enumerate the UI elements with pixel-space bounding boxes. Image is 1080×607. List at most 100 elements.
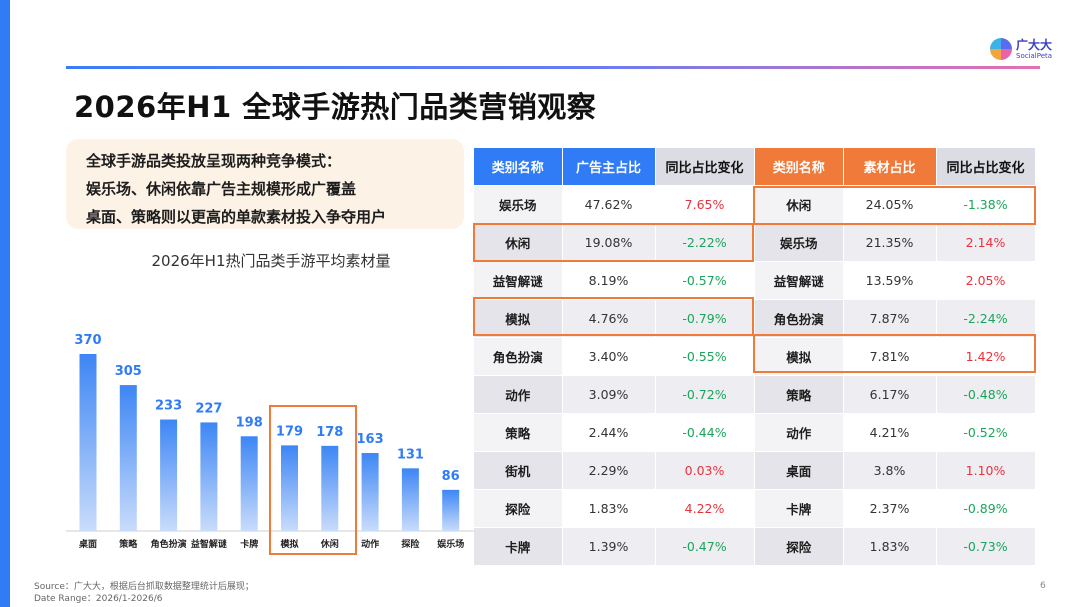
x-tick-label: 动作 <box>361 538 379 550</box>
table-row: 模拟 4.76% -0.79% <box>474 299 755 338</box>
share-cell: 2.29% <box>562 451 656 490</box>
change-cell: 1.10% <box>936 451 1036 490</box>
change-cell: 4.22% <box>655 489 755 528</box>
x-tick-label: 卡牌 <box>240 538 258 550</box>
change-cell: 1.42% <box>936 337 1036 376</box>
table-header-cell: 同比占比变化 <box>655 148 755 186</box>
share-cell: 2.44% <box>562 413 656 452</box>
page-number: 6 <box>1040 581 1046 591</box>
bar-value-label: 86 <box>442 469 460 484</box>
category-cell: 角色扮演 <box>474 337 563 376</box>
table-row: 休闲 19.08% -2.22% <box>474 223 755 262</box>
date-range-note: Date Range：2026/1-2026/6 <box>34 594 163 604</box>
change-cell: -0.89% <box>936 489 1036 528</box>
share-cell: 13.59% <box>843 261 937 300</box>
brand-name-en: SocialPeta <box>1016 51 1053 60</box>
bar-5 <box>281 445 298 531</box>
bar-value-label: 198 <box>236 415 263 430</box>
table-header-cell: 类别名称 <box>755 148 844 186</box>
bar-9 <box>442 489 460 531</box>
share-cell: 3.40% <box>562 337 656 376</box>
bar-2 <box>160 419 178 531</box>
category-cell: 卡牌 <box>755 489 844 528</box>
table-row: 策略 6.17% -0.48% <box>755 375 1036 414</box>
table-row: 桌面 3.8% 1.10% <box>755 451 1036 490</box>
share-cell: 2.37% <box>843 489 937 528</box>
change-cell: -0.72% <box>655 375 755 414</box>
bar-0 <box>79 354 97 531</box>
share-cell: 7.81% <box>843 337 937 376</box>
change-cell: 7.65% <box>655 185 755 224</box>
x-tick-label: 策略 <box>118 538 138 550</box>
callout-line: 桌面、策略则以更高的单款素材投入争夺用户 <box>86 208 387 226</box>
x-tick-label: 角色扮演 <box>151 538 187 550</box>
callout-line: 娱乐场、休闲依靠广告主规模形成广覆盖 <box>86 180 357 198</box>
table-header-cell: 广告主占比 <box>562 148 656 186</box>
category-cell: 休闲 <box>474 223 563 262</box>
bar-value-label: 131 <box>397 447 424 462</box>
category-cell: 策略 <box>755 375 844 414</box>
brand-name-cn: 广大大 <box>1016 37 1053 52</box>
table-row: 卡牌 2.37% -0.89% <box>755 489 1036 528</box>
table-row: 角色扮演 3.40% -0.55% <box>474 337 755 376</box>
change-cell: -0.44% <box>655 413 755 452</box>
category-cell: 娱乐场 <box>474 185 563 224</box>
x-tick-label: 益智解谜 <box>191 538 228 550</box>
change-cell: -0.73% <box>936 527 1036 565</box>
socialpeta-logo-icon <box>990 38 1012 60</box>
page-title: 2026年H1 全球手游热门品类营销观察 <box>74 90 597 124</box>
share-cell: 3.09% <box>562 375 656 414</box>
change-cell: 2.14% <box>936 223 1036 262</box>
category-cell: 模拟 <box>755 337 844 376</box>
bar-6 <box>321 445 339 531</box>
table-row: 娱乐场 21.35% 2.14% <box>755 223 1036 262</box>
change-cell: -0.55% <box>655 337 755 376</box>
x-tick-label: 桌面 <box>79 538 97 550</box>
table-row: 益智解谜 13.59% 2.05% <box>755 261 1036 300</box>
avg-creatives-bar-chart: 370 桌面 305 策略 233 角色扮演 227 益智解谜 198 卡牌 179 模拟 178 休闲 1… <box>66 333 474 550</box>
bar-1 <box>119 385 137 531</box>
share-cell: 1.83% <box>843 527 937 565</box>
x-tick-label: 模拟 <box>280 538 298 550</box>
header-divider <box>66 66 1040 69</box>
category-cell: 卡牌 <box>474 527 563 565</box>
table-row: 探险 1.83% 4.22% <box>474 489 755 528</box>
category-cell: 角色扮演 <box>755 299 844 338</box>
table-row: 卡牌 1.39% -0.47% <box>474 527 755 565</box>
creative-share-table: 类别名称 素材占比 同比占比变化 休闲 24.05% -1.38% 娱乐场 21.35% 2.… <box>755 148 1036 565</box>
table-row: 动作 3.09% -0.72% <box>474 375 755 414</box>
category-cell: 益智解谜 <box>755 261 844 300</box>
share-cell: 8.19% <box>562 261 656 300</box>
bar-7 <box>361 453 379 531</box>
share-cell: 1.83% <box>562 489 656 528</box>
brand-logo: 广大大 SocialPeta <box>990 38 1052 60</box>
category-cell: 模拟 <box>474 299 563 338</box>
category-cell: 益智解谜 <box>474 261 563 300</box>
table-row: 角色扮演 7.87% -2.24% <box>755 299 1036 338</box>
advertiser-share-table: 类别名称 广告主占比 同比占比变化 娱乐场 47.62% 7.65% 休闲 19.08% -2… <box>474 148 755 565</box>
category-cell: 探险 <box>755 527 844 565</box>
bar-3 <box>200 422 218 531</box>
callout-line: 全球手游品类投放呈现两种竞争模式： <box>86 152 342 170</box>
table-header-cell: 素材占比 <box>843 148 937 186</box>
category-cell: 策略 <box>474 413 563 452</box>
category-cell: 街机 <box>474 451 563 490</box>
share-cell: 19.08% <box>562 223 656 262</box>
share-cell: 1.39% <box>562 527 656 565</box>
category-cell: 娱乐场 <box>755 223 844 262</box>
bar-value-label: 305 <box>115 364 142 379</box>
share-cell: 21.35% <box>843 223 937 262</box>
category-cell: 探险 <box>474 489 563 528</box>
table-row: 街机 2.29% 0.03% <box>474 451 755 490</box>
bar-value-label: 233 <box>155 399 182 414</box>
change-cell: -0.48% <box>936 375 1036 414</box>
bar-8 <box>401 468 419 531</box>
change-cell: -0.52% <box>936 413 1036 452</box>
share-cell: 7.87% <box>843 299 937 338</box>
x-tick-label: 娱乐场 <box>437 538 464 550</box>
change-cell: 0.03% <box>655 451 755 490</box>
change-cell: -0.57% <box>655 261 755 300</box>
share-cell: 3.8% <box>843 451 937 490</box>
category-cell: 动作 <box>474 375 563 414</box>
footer-notes: Source：广大大，根据后台抓取数据整理统计后展现； Date Range：2… <box>34 581 254 605</box>
